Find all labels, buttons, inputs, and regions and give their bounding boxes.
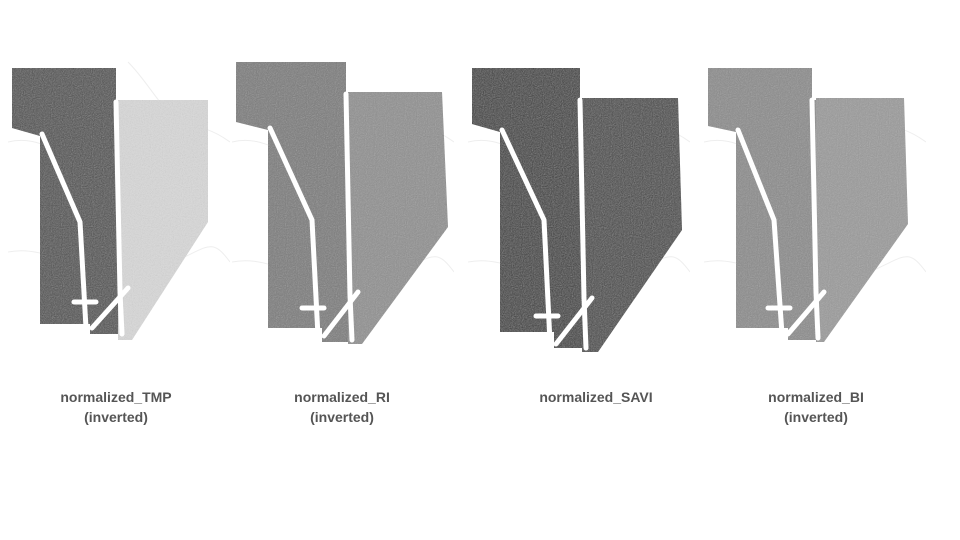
field-map-image bbox=[232, 62, 454, 344]
caption-subtitle: (inverted) bbox=[784, 409, 848, 425]
field-left-block bbox=[236, 62, 348, 342]
field-map-image bbox=[704, 68, 926, 342]
caption-title: normalized_RI bbox=[294, 389, 390, 405]
map-panel-savi bbox=[468, 52, 690, 357]
map-panel-tmp bbox=[8, 52, 230, 357]
map-panel-bi bbox=[704, 52, 926, 357]
caption-title: normalized_TMP bbox=[60, 389, 172, 405]
field-right-block bbox=[816, 98, 908, 342]
caption-savi: normalized_SAVI bbox=[496, 387, 696, 407]
caption-subtitle: (inverted) bbox=[84, 409, 148, 425]
map-panel-ri bbox=[232, 52, 454, 357]
field-left-block bbox=[708, 68, 816, 340]
caption-title: normalized_SAVI bbox=[539, 389, 653, 405]
field-right-block bbox=[348, 92, 448, 344]
caption-tmp: normalized_TMP (inverted) bbox=[16, 387, 216, 427]
field-right-block bbox=[582, 98, 682, 352]
field-left-block bbox=[472, 68, 582, 348]
field-map-image bbox=[8, 61, 230, 340]
field-left-block bbox=[12, 68, 118, 334]
caption-bi: normalized_BI (inverted) bbox=[716, 387, 916, 427]
caption-title: normalized_BI bbox=[768, 389, 864, 405]
field-map-image bbox=[468, 68, 690, 352]
caption-ri: normalized_RI (inverted) bbox=[242, 387, 442, 427]
caption-subtitle: (inverted) bbox=[310, 409, 374, 425]
field-right-block bbox=[118, 100, 208, 340]
